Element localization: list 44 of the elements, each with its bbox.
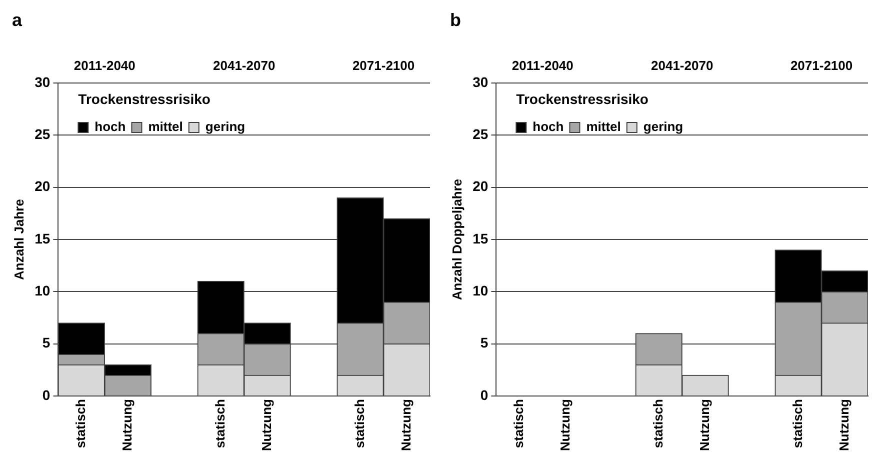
- x-tick-label: Nutzung: [696, 398, 712, 452]
- legend-label: gering: [205, 119, 246, 134]
- x-tick-label: Nutzung: [398, 398, 414, 452]
- y-tick-label: 15: [34, 230, 50, 246]
- x-tick-label: statisch: [72, 398, 88, 448]
- y-tick-label: 25: [472, 126, 488, 142]
- x-tick-label: statisch: [790, 398, 805, 448]
- y-tick-label: 5: [42, 334, 50, 351]
- x-tick-label: statisch: [212, 398, 228, 448]
- text: 2041-2070: [213, 58, 276, 74]
- legend-title: Trockenstressrisiko: [78, 90, 210, 107]
- y-tick-label: 10: [34, 282, 50, 299]
- y-tick-label: 25: [34, 126, 50, 142]
- text: 2011-2040: [74, 58, 136, 74]
- y-axis-title: Anzahl Doppeljahre: [449, 178, 464, 300]
- legend-label: gering: [643, 119, 684, 134]
- text: 2071-2100: [352, 58, 415, 74]
- x-tick-label: Nutzung: [258, 398, 274, 452]
- y-tick-label: 30: [472, 74, 488, 90]
- y-tick-label: 0: [480, 386, 488, 403]
- legend-label: mittel: [148, 119, 183, 134]
- text: 2071-2100: [790, 58, 853, 74]
- text: 2011-2040: [512, 58, 574, 74]
- x-tick-label: statisch: [510, 398, 526, 448]
- chart-title: b: [450, 10, 461, 30]
- y-tick-label: 0: [42, 386, 50, 403]
- y-tick-label: 15: [472, 230, 488, 246]
- y-tick-label: 30: [34, 74, 50, 90]
- text: 2041-2070: [651, 58, 714, 74]
- y-tick-label: 20: [472, 178, 488, 194]
- x-tick-label: Nutzung: [557, 398, 572, 452]
- legend-label: hoch: [94, 119, 126, 134]
- x-tick-label: statisch: [650, 398, 666, 448]
- y-tick-label: 5: [480, 334, 488, 351]
- legend-label: hoch: [532, 119, 564, 134]
- chart-title: a: [12, 10, 23, 30]
- legend-label: mittel: [586, 119, 621, 134]
- x-tick-label: statisch: [352, 398, 367, 448]
- x-tick-label: Nutzung: [119, 398, 134, 452]
- y-tick-label: 20: [34, 178, 50, 194]
- legend-title: Trockenstressrisiko: [516, 90, 648, 107]
- y-tick-label: 10: [472, 282, 488, 299]
- y-axis-title: Anzahl Jahre: [11, 199, 26, 280]
- x-tick-label: Nutzung: [836, 398, 852, 452]
